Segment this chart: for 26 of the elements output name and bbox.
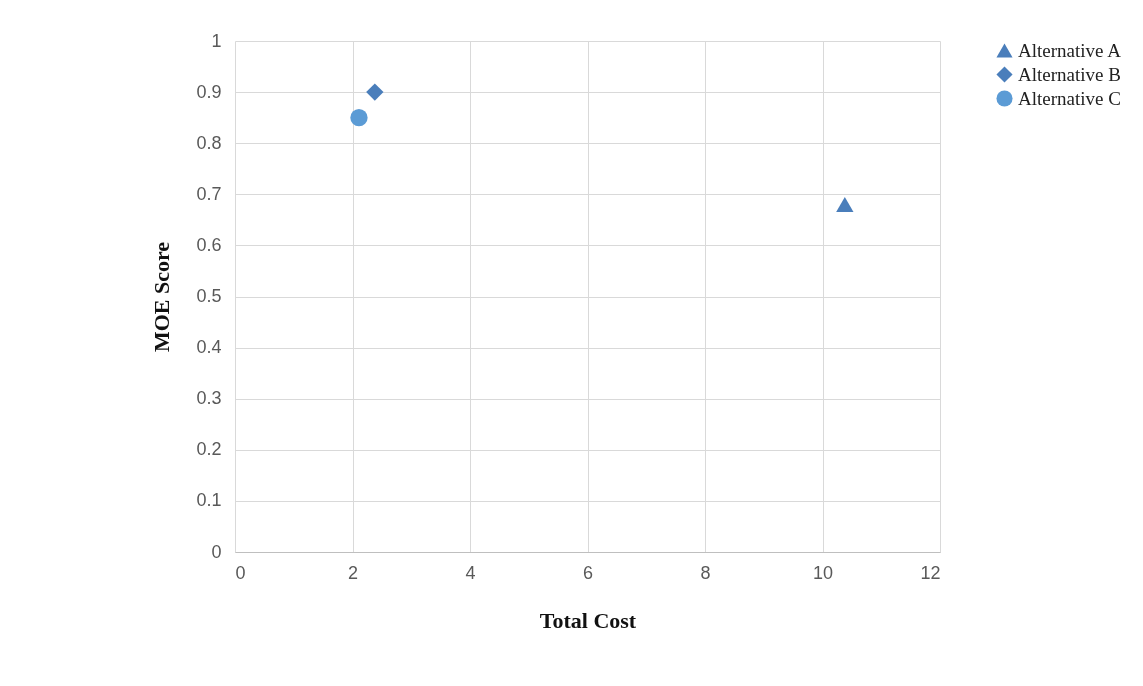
y-tick-label: 0.3 bbox=[196, 388, 222, 409]
x-tick-label: 0 bbox=[235, 562, 246, 583]
x-axis-title: Total Cost bbox=[539, 607, 637, 633]
legend-label: Alternative B bbox=[1018, 63, 1121, 85]
x-tick-label: 6 bbox=[582, 562, 594, 583]
y-tick-label: 0.5 bbox=[196, 286, 222, 306]
x-tick-label: 10 bbox=[812, 562, 834, 583]
x-tick-label: 8 bbox=[700, 562, 711, 583]
x-tick-label: 2 bbox=[347, 562, 359, 583]
y-tick-label: 0.7 bbox=[196, 183, 222, 204]
y-tick-label: 0.4 bbox=[196, 337, 222, 358]
x-tick-label: 4 bbox=[465, 562, 476, 583]
point bbox=[836, 197, 854, 213]
y-tick-label: 1 bbox=[211, 30, 222, 51]
y-tick-label: 0.1 bbox=[196, 490, 222, 511]
y-tick-label: 0 bbox=[211, 541, 222, 562]
legend-label: Alternative C bbox=[1018, 87, 1121, 109]
y-tick-label: 0.8 bbox=[196, 132, 222, 153]
y-tick-label: 0.9 bbox=[196, 81, 222, 102]
y-axis-title: MOE Score bbox=[149, 241, 175, 353]
legend-label: Alternative A bbox=[1018, 39, 1122, 61]
point bbox=[366, 83, 384, 101]
x-tick-label: 12 bbox=[920, 562, 941, 583]
point bbox=[350, 109, 368, 127]
y-tick-label: 0.2 bbox=[196, 439, 222, 460]
y-tick-label: 0.6 bbox=[196, 234, 222, 255]
